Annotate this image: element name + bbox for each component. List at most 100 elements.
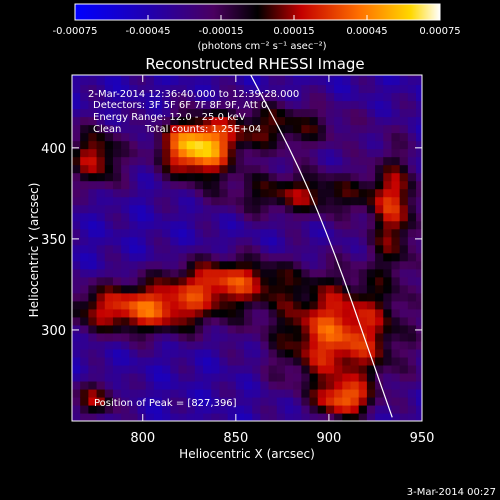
heatmap-cell [260,75,270,78]
heatmap-cell [407,252,417,262]
heatmap-cell [293,180,302,190]
heatmap-cell [366,92,376,102]
heatmap-cell [334,300,343,310]
heatmap-cell [145,396,155,406]
heatmap-cell [284,148,294,158]
heatmap-cell [416,260,422,270]
heatmap-cell [391,75,401,78]
heatmap-cell [203,380,212,390]
heatmap-cell [366,220,376,230]
heatmap-cell [309,356,319,366]
heatmap-cell [284,364,294,374]
heatmap-cell [186,284,196,294]
heatmap-cell [399,92,409,102]
heatmap-cell [416,388,422,398]
heatmap-cell [383,396,393,406]
heatmap-cell [211,164,221,174]
heatmap-cell [203,276,212,286]
heatmap-cell [112,340,122,350]
heatmap-cell [284,388,294,398]
heatmap-cell [260,196,270,206]
heatmap-cell [293,188,302,198]
heatmap-cell [252,300,261,310]
heatmap-cell [309,140,319,150]
chart-title: Reconstructed RHESSI Image [145,55,364,73]
heatmap-cell [391,324,401,334]
x-tick-label: 850 [223,431,248,446]
heatmap-cell [268,236,278,246]
heatmap-cell [96,84,106,94]
heatmap-cell [268,92,278,102]
heatmap-cell [145,324,155,334]
heatmap-cell [366,108,376,118]
heatmap-cell [88,220,98,230]
heatmap-cell [391,212,401,222]
heatmap-cell [121,172,130,182]
heatmap-cell [260,132,270,142]
heatmap-cell [186,276,196,286]
heatmap-cell [88,196,98,206]
heatmap-cell [276,324,286,334]
heatmap-cell [284,316,294,326]
heatmap-cell [276,204,286,214]
heatmap-cell [252,268,261,278]
heatmap-cell [153,284,163,294]
heatmap-cell [416,324,422,334]
heatmap-cell [178,412,188,421]
heatmap-cell [325,172,335,182]
heatmap-cell [342,396,352,406]
heatmap-cell [72,188,81,198]
heatmap-cell [309,164,319,174]
heatmap-cell [186,412,196,421]
heatmap-cell [235,396,245,406]
heatmap-cell [416,204,422,214]
heatmap-cell [366,340,376,350]
heatmap-cell [407,396,417,406]
heatmap-cell [145,132,155,142]
heatmap-cell [260,284,270,294]
heatmap-cell [129,372,139,382]
heatmap-cell [72,140,81,150]
heatmap-cell [112,156,122,166]
heatmap-cell [129,124,139,134]
heatmap-cell [153,108,163,118]
heatmap-cell [284,132,294,142]
heatmap-cell [375,100,384,110]
heatmap-cell [260,188,270,198]
heatmap-cell [244,412,253,421]
heatmap-cell [399,132,409,142]
heatmap-cell [293,396,302,406]
heatmap-cell [104,340,114,350]
heatmap-cell [211,316,221,326]
heatmap-cell [334,276,343,286]
heatmap-cell [416,180,422,190]
heatmap-cell [342,332,352,342]
heatmap-cell [317,140,327,150]
heatmap-cell [104,172,114,182]
heatmap-cell [153,276,163,286]
heatmap-cell [391,404,401,414]
heatmap-cell [375,132,384,142]
heatmap-cell [309,404,319,414]
heatmap-cell [268,156,278,166]
heatmap-cell [252,212,261,222]
heatmap-cell [407,220,417,230]
heatmap-cell [153,252,163,262]
heatmap-cell [96,92,106,102]
heatmap-cell [170,220,180,230]
colorbar-tick-label: -0.00015 [199,26,244,37]
heatmap-cell [375,204,384,214]
heatmap-cell [366,252,376,262]
heatmap-cell [244,220,253,230]
heatmap-cell [317,244,327,254]
heatmap-cell [366,100,376,110]
heatmap-cell [178,324,188,334]
heatmap-cell [186,308,196,318]
heatmap-cell [383,75,393,78]
heatmap-cell [252,132,261,142]
heatmap-cell [137,156,147,166]
heatmap-cell [276,308,286,318]
heatmap-cell [293,260,302,270]
heatmap-cell [235,180,245,190]
heatmap-cell [145,284,155,294]
